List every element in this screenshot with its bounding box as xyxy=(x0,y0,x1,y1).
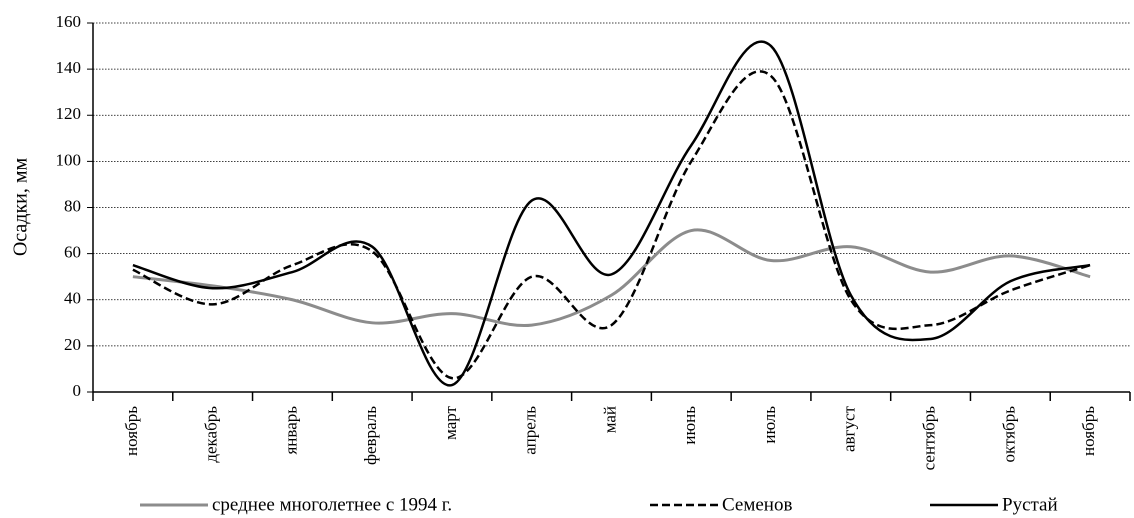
series-line xyxy=(132,70,1091,380)
y-tick-label: 160 xyxy=(56,12,82,31)
y-tick-label: 120 xyxy=(56,104,82,123)
legend-label: Рустай xyxy=(1002,494,1058,515)
x-tick-label: март xyxy=(441,405,460,439)
legend-label: Семенов xyxy=(722,494,792,515)
y-tick-label: 80 xyxy=(64,196,81,215)
x-tick-label: ноябрь xyxy=(1079,406,1098,456)
y-tick-label: 100 xyxy=(56,150,82,169)
x-tick-label: апрель xyxy=(521,406,540,455)
x-tick-label: ноябрь xyxy=(122,406,141,456)
x-tick-label: июнь xyxy=(680,406,699,445)
x-tick-label: май xyxy=(600,406,619,433)
y-tick-label: 20 xyxy=(64,335,81,354)
y-tick-label: 140 xyxy=(56,58,82,77)
y-tick-label: 40 xyxy=(64,289,81,308)
legend-label: среднее многолетнее с 1994 г. xyxy=(212,494,452,515)
x-tick-label: октябрь xyxy=(999,406,1018,463)
y-axis-label: Осадки, мм xyxy=(10,157,32,256)
x-tick-label: сентябрь xyxy=(919,406,938,471)
y-tick-label: 0 xyxy=(73,381,82,400)
series-line xyxy=(132,228,1091,328)
x-tick-label: декабрь xyxy=(202,406,221,463)
x-tick-label: август xyxy=(840,405,859,452)
x-tick-label: июль xyxy=(760,406,779,444)
x-tick-label: февраль xyxy=(361,406,380,465)
series-line xyxy=(132,40,1091,387)
x-tick-label: январь xyxy=(281,406,300,455)
y-tick-label: 60 xyxy=(64,243,81,262)
